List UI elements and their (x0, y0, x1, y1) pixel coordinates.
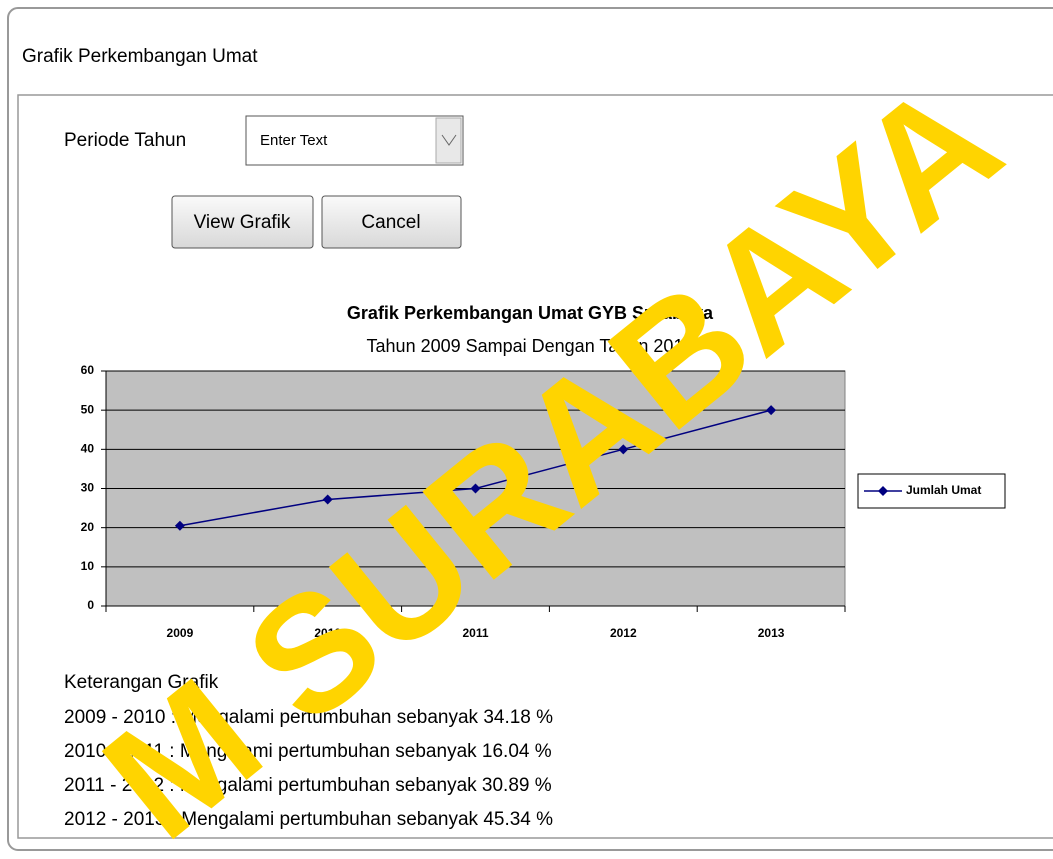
y-tick-label: 50 (81, 402, 95, 416)
point (470, 483, 481, 494)
y-tick-label: 0 (87, 598, 94, 612)
chart-title: Grafik Perkembangan Umat GYB Surabaya (347, 303, 714, 323)
chart-subtitle: Tahun 2009 Sampai Dengan Tahun 2013 (367, 336, 694, 356)
window-title: Grafik Perkembangan Umat (22, 46, 258, 67)
legend-marker (878, 486, 888, 496)
x-tick-label: 2010 (314, 626, 341, 640)
cancel-button[interactable] (321, 195, 462, 249)
view-button-label: View Grafik (194, 212, 291, 233)
point (618, 444, 629, 455)
period-label: Periode Tahun (64, 130, 186, 151)
dropdown-arrow (441, 134, 457, 146)
point (766, 405, 777, 416)
note-line: 2010 - 2011 : Mengalami pertumbuhan seba… (64, 741, 552, 762)
x-tick-label: 2013 (758, 626, 785, 640)
y-tick-label: 30 (81, 481, 95, 495)
y-tick-label: 40 (81, 442, 95, 456)
x-tick-label: 2009 (167, 626, 194, 640)
note-line: 2009 - 2010 : Mengalami pertumbuhan seba… (64, 707, 553, 728)
point (174, 520, 185, 531)
y-tick-label: 60 (81, 363, 95, 377)
dropdown-button[interactable] (435, 117, 462, 164)
dropdown-box[interactable] (245, 115, 464, 166)
x-tick-label: 2011 (462, 626, 488, 640)
legend-label: Jumlah Umat (906, 483, 981, 497)
x-tick-label: 2012 (610, 626, 637, 640)
dropdown-placeholder: Enter Text (260, 132, 328, 149)
cancel-button-label: Cancel (361, 212, 420, 233)
note-line: 2012 - 2013 : Mengalami pertumbuhan seba… (64, 809, 553, 830)
note-line: 2011 - 2012 : Mengalami pertumbuhan seba… (64, 775, 552, 796)
view-button[interactable] (171, 195, 314, 249)
notes-title: Keterangan Grafik (64, 672, 219, 693)
y-tick-label: 10 (81, 559, 95, 573)
dropdown[interactable]: Enter Text (245, 115, 464, 166)
y-tick-label: 20 (81, 520, 95, 534)
point (322, 494, 333, 505)
